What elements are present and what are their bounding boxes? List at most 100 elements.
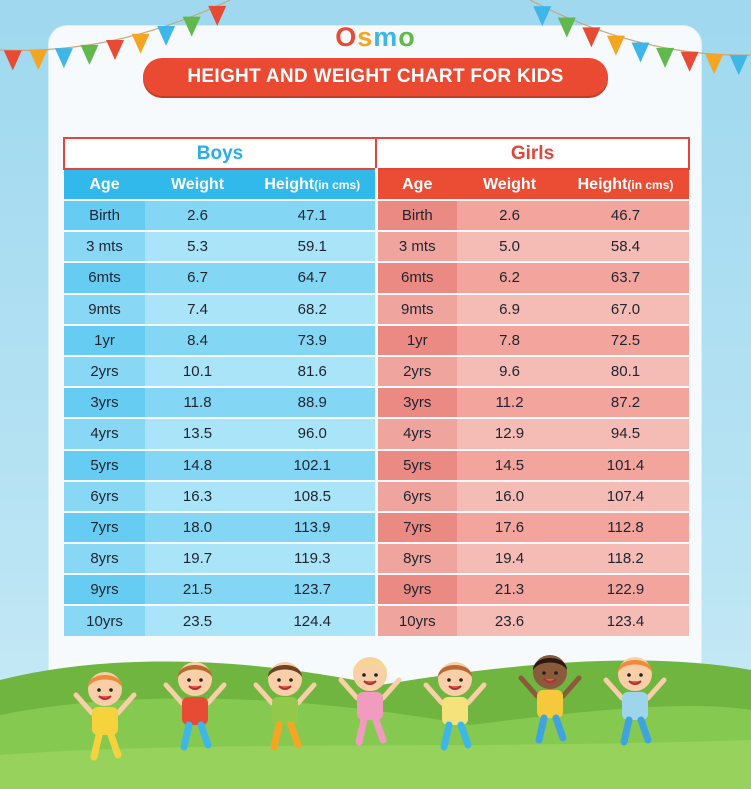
table-row: 3yrs 11.8 88.9 3yrs 11.2 87.2: [64, 387, 690, 420]
girls-age-cell: 4yrs: [374, 418, 457, 451]
girls-weight-cell: 2.6: [457, 200, 562, 233]
bunting-flag: [606, 35, 625, 56]
boys-weight-cell: 16.3: [145, 480, 250, 513]
jumping-kid-2: [160, 655, 230, 760]
col-header-height: Height(in cms): [250, 169, 376, 201]
col-header-height: Height(in cms): [562, 169, 690, 201]
boys-weight-cell: 19.7: [145, 543, 250, 576]
girls-weight-cell: 6.2: [457, 262, 562, 295]
jumping-kid-5: [420, 655, 490, 760]
bunting-flag: [182, 16, 201, 37]
boys-age-cell: 6yrs: [64, 480, 145, 513]
girls-height-cell: 112.8: [562, 511, 690, 545]
boys-height-cell: 102.1: [250, 449, 376, 482]
girls-age-cell: 8yrs: [374, 543, 457, 576]
boys-height-cell: 108.5: [250, 480, 376, 513]
boys-height-cell: 59.1: [250, 231, 376, 264]
girls-weight-cell: 16.0: [457, 480, 562, 513]
table-row: 2yrs 10.1 81.6 2yrs 9.6 80.1: [64, 355, 690, 389]
girls-height-cell: 63.7: [562, 262, 690, 295]
jumping-kid-4: [335, 650, 405, 755]
bunting-flag: [631, 42, 650, 63]
girls-age-cell: 3 mts: [374, 231, 457, 264]
bunting-flag: [705, 54, 724, 75]
table-row: 6mts 6.7 64.7 6mts 6.2 63.7: [64, 262, 690, 295]
girls-age-cell: 3yrs: [374, 387, 457, 420]
col-header-weight: Weight: [145, 169, 250, 201]
boys-height-cell: 96.0: [250, 418, 376, 451]
table-row: 10yrs 23.5 124.4 10yrs 23.6 123.4: [64, 605, 690, 638]
boys-weight-cell: 23.5: [145, 605, 250, 638]
table-row: 1yr 8.4 73.9 1yr 7.8 72.5: [64, 324, 690, 357]
boys-height-cell: 113.9: [250, 511, 376, 545]
boys-height-cell: 47.1: [250, 200, 376, 233]
girls-weight-cell: 23.6: [457, 605, 562, 638]
girls-weight-cell: 9.6: [457, 355, 562, 389]
bunting-flag: [208, 5, 227, 26]
girls-weight-cell: 5.0: [457, 231, 562, 264]
girls-weight-cell: 12.9: [457, 418, 562, 451]
group-boys: Boys: [63, 137, 377, 170]
girls-age-cell: 7yrs: [374, 511, 457, 545]
girls-weight-cell: 11.2: [457, 387, 562, 420]
boys-weight-cell: 5.3: [145, 231, 250, 264]
group-header-row: Boys Girls: [63, 137, 691, 170]
boys-height-cell: 68.2: [250, 293, 376, 326]
bunting-flag: [29, 50, 48, 70]
bunting-flag: [656, 47, 675, 68]
boys-age-cell: 5yrs: [64, 449, 145, 482]
bunting-flag: [3, 50, 22, 71]
boys-age-cell: 2yrs: [64, 355, 145, 389]
boys-weight-cell: 7.4: [145, 293, 250, 326]
boys-age-cell: 3yrs: [64, 387, 145, 420]
girls-height-cell: 122.9: [562, 574, 690, 607]
osmo-logo: Osmo: [335, 22, 416, 52]
group-girls: Girls: [374, 137, 691, 170]
boys-height-cell: 81.6: [250, 355, 376, 389]
boys-weight-cell: 6.7: [145, 262, 250, 295]
girls-height-cell: 123.4: [562, 605, 690, 638]
boys-height-cell: 88.9: [250, 387, 376, 420]
col-header-age: Age: [64, 169, 145, 201]
girls-age-cell: 2yrs: [374, 355, 457, 389]
boys-weight-cell: 10.1: [145, 355, 250, 389]
boys-weight-cell: 14.8: [145, 449, 250, 482]
boys-weight-cell: 18.0: [145, 511, 250, 545]
boys-age-cell: Birth: [64, 200, 145, 233]
boys-weight-cell: 11.8: [145, 387, 250, 420]
jumping-kid-6: [515, 648, 585, 753]
growth-table: Boys Girls Age Weight Height(in cms) Age…: [63, 137, 691, 638]
bunting-flags: [0, 0, 751, 76]
table-row: 8yrs 19.7 119.3 8yrs 19.4 118.2: [64, 543, 690, 576]
girls-weight-cell: 19.4: [457, 543, 562, 576]
table-row: 5yrs 14.8 102.1 5yrs 14.5 101.4: [64, 449, 690, 482]
girls-weight-cell: 14.5: [457, 449, 562, 482]
table-row: 9mts 7.4 68.2 9mts 6.9 67.0: [64, 293, 690, 326]
girls-weight-cell: 6.9: [457, 293, 562, 326]
table-row: 3 mts 5.3 59.1 3 mts 5.0 58.4: [64, 231, 690, 264]
bunting-flag: [54, 48, 73, 69]
girls-height-cell: 58.4: [562, 231, 690, 264]
bunting-flag: [80, 44, 99, 65]
girls-weight-cell: 7.8: [457, 324, 562, 357]
boys-age-cell: 8yrs: [64, 543, 145, 576]
girls-age-cell: 6yrs: [374, 480, 457, 513]
girls-weight-cell: 17.6: [457, 511, 562, 545]
girls-age-cell: Birth: [374, 200, 457, 233]
jumping-kid-3: [250, 655, 320, 760]
boys-age-cell: 3 mts: [64, 231, 145, 264]
boys-age-cell: 10yrs: [64, 605, 145, 638]
girls-age-cell: 1yr: [374, 324, 457, 357]
girls-age-cell: 10yrs: [374, 605, 457, 638]
boys-weight-cell: 2.6: [145, 200, 250, 233]
table-row: 7yrs 18.0 113.9 7yrs 17.6 112.8: [64, 511, 690, 545]
girls-height-cell: 67.0: [562, 293, 690, 326]
chart-title: HEIGHT AND WEIGHT CHART FOR KIDS: [143, 58, 608, 96]
column-header-row: Age Weight Height(in cms) Age Weight Hei…: [64, 169, 690, 201]
jumping-kid-7: [600, 650, 670, 755]
bunting-flag: [131, 33, 150, 54]
girls-height-cell: 94.5: [562, 418, 690, 451]
boys-weight-cell: 21.5: [145, 574, 250, 607]
bunting-flag: [582, 27, 601, 48]
bunting-flag: [729, 55, 748, 76]
